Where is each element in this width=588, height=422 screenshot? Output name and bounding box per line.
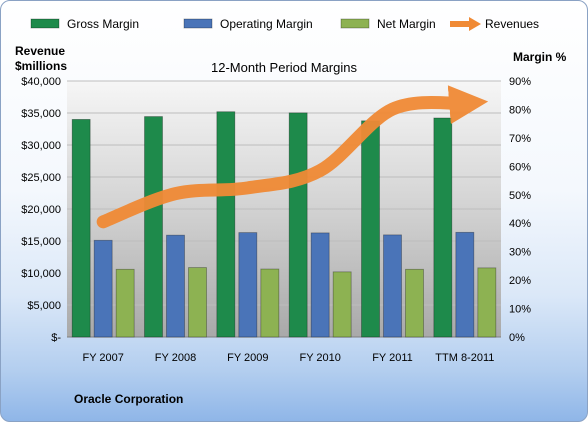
bar-gross-margin [216, 111, 236, 338]
legend-arrow-revenues [469, 17, 481, 31]
bar-operating-margin [238, 232, 258, 338]
right-tick-label: 80% [509, 104, 531, 116]
left-tick-label: $20,000 [21, 204, 61, 216]
right-axis-title: Margin % [513, 50, 567, 64]
legend-swatch-operating-margin [183, 18, 213, 29]
bar-operating-margin [310, 232, 330, 338]
right-tick-label: 90% [509, 76, 531, 88]
category-label: FY 2011 [372, 352, 413, 364]
legend-swatch-gross-margin [30, 18, 60, 29]
revenue-line-path [96, 85, 489, 229]
bar-net-margin [332, 271, 352, 338]
category-label: FY 2007 [82, 352, 123, 364]
legend-label-net-margin: Net Margin [377, 17, 436, 31]
bar-net-margin [115, 268, 135, 338]
bar-operating-margin [383, 234, 402, 338]
bar-marks [71, 111, 497, 338]
legend: Gross Margin Operating Margin Net Margin Re… [30, 17, 539, 31]
left-tick-label: $35,000 [21, 108, 61, 120]
revenue-line [96, 85, 489, 229]
category-label: TTM 8-2011 [435, 352, 494, 364]
left-tick-label: $5,000 [27, 300, 61, 312]
left-tick-label: $30,000 [21, 140, 61, 152]
right-tick-label: 40% [509, 218, 531, 230]
legend-label-operating-margin: Operating Margin [220, 17, 313, 31]
right-tick-label: 50% [509, 190, 531, 202]
right-tick-label: 70% [509, 133, 531, 145]
right-axis-ticks: 0% 10% 20% 30% 40% 50% 60% 70% 80% 90% [509, 76, 531, 344]
left-tick-label: $10,000 [21, 268, 61, 280]
category-label: FY 2008 [155, 352, 196, 364]
bar-gross-margin [71, 119, 91, 338]
category-labels: FY 2007 FY 2008 FY 2009 FY 2010 FY 2011 TTM 8… [82, 352, 494, 364]
bar-net-margin [405, 268, 424, 338]
bar-gross-margin [144, 116, 163, 338]
bar-net-margin [477, 267, 497, 338]
right-tick-label: 30% [509, 247, 531, 259]
chart-title: 12-Month Period Margins [211, 60, 357, 75]
right-tick-label: 60% [509, 161, 531, 173]
bar-net-margin [188, 267, 207, 338]
left-axis-ticks: $- $5,000 $10,000 $15,000 $20,000 $25,000 $30,… [21, 76, 61, 344]
bar-net-margin [260, 268, 280, 338]
left-axis-title-line2: $millions [15, 59, 67, 73]
left-axis-title-line1: Revenue [15, 44, 65, 58]
bar-operating-margin [166, 234, 185, 338]
right-tick-label: 0% [509, 332, 525, 344]
legend-swatch-net-margin [340, 18, 370, 29]
legend-label-gross-margin: Gross Margin [67, 17, 139, 31]
category-label: FY 2010 [299, 352, 340, 364]
category-label: FY 2009 [227, 352, 268, 364]
legend-label-revenues: Revenues [485, 17, 539, 31]
footer-label: Oracle Corporation [74, 392, 183, 406]
bar-operating-margin [93, 239, 113, 338]
left-tick-label: $15,000 [21, 236, 61, 248]
right-tick-label: 20% [509, 275, 531, 287]
bar-gross-margin [288, 112, 308, 338]
right-tick-label: 10% [509, 304, 531, 316]
left-tick-label: $25,000 [21, 172, 61, 184]
bar-operating-margin [455, 231, 475, 338]
bar-gross-margin [361, 120, 380, 338]
bar-gross-margin [433, 117, 453, 338]
left-tick-label: $- [51, 332, 61, 344]
left-tick-label: $40,000 [21, 76, 61, 88]
